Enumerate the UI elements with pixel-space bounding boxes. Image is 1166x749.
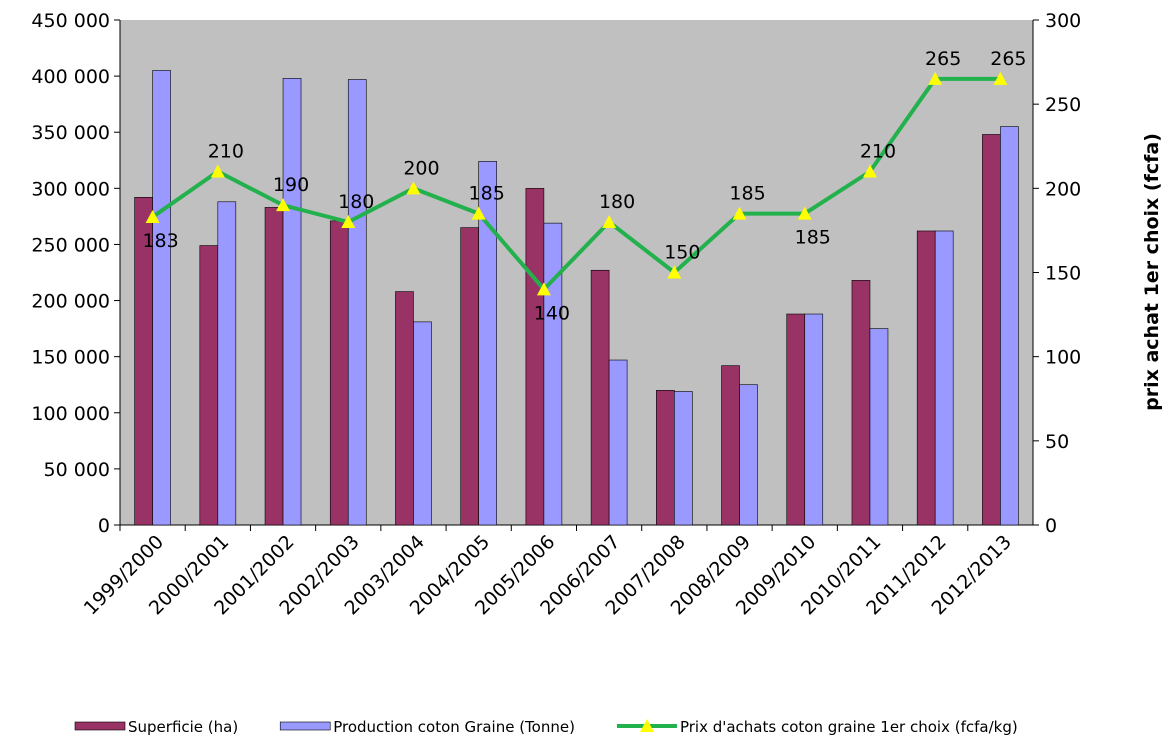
marker: [732, 206, 747, 220]
y-tick-label: 50 000: [44, 459, 110, 481]
y2-tick-label: 300: [1045, 10, 1081, 32]
data-label: 265: [990, 48, 1026, 70]
y-tick-label: 450 000: [31, 10, 110, 32]
bar: [152, 70, 171, 526]
y-tick-label: 200 000: [31, 291, 110, 313]
bar: [264, 207, 284, 526]
legend-label: Prix d'achats coton graine 1er choix (fc…: [680, 718, 1018, 736]
data-label: 210: [208, 141, 244, 163]
marker: [667, 265, 682, 279]
bar: [674, 391, 693, 526]
bar: [395, 291, 414, 526]
y-tick-label: 100 000: [31, 403, 110, 425]
y2-axis-title: prix achat 1er choix (fcfa): [1141, 133, 1163, 411]
bar: [199, 245, 219, 526]
data-label: 180: [338, 191, 374, 213]
bar: [804, 313, 824, 526]
data-label: 150: [664, 242, 700, 264]
marker: [602, 215, 617, 228]
marker: [797, 206, 812, 220]
y2-tick-label: 200: [1045, 178, 1081, 200]
bar: [590, 269, 610, 526]
legend-label: Superficie (ha): [128, 718, 238, 736]
bar: [934, 230, 954, 526]
bar: [786, 313, 806, 526]
bar: [413, 321, 432, 526]
legend-marker: [639, 719, 654, 732]
y-tick-label: 0: [98, 515, 110, 537]
marker: [862, 164, 877, 178]
legend-swatch: [279, 721, 331, 731]
marker: [341, 215, 356, 228]
data-label: 185: [795, 227, 831, 249]
data-label: 185: [729, 183, 765, 205]
marker: [406, 181, 421, 195]
data-label: 200: [403, 157, 439, 179]
y2-tick-label: 100: [1045, 347, 1081, 369]
bar: [656, 390, 675, 526]
marker: [471, 206, 486, 220]
y-tick-label: 400 000: [31, 66, 110, 88]
data-label: 185: [469, 183, 505, 205]
data-label: 210: [860, 141, 896, 163]
y-tick-label: 300 000: [31, 178, 110, 200]
bar: [851, 280, 871, 526]
data-label: 180: [599, 191, 635, 213]
plot-area: [120, 20, 1033, 525]
y2-tick-label: 250: [1045, 94, 1081, 116]
y2-tick-label: 150: [1045, 263, 1081, 285]
y2-tick-label: 50: [1045, 431, 1069, 453]
bar: [1000, 126, 1019, 526]
bar: [525, 188, 545, 526]
bar: [608, 359, 628, 526]
y-tick-label: 150 000: [31, 347, 110, 369]
bar: [217, 201, 237, 526]
bar: [869, 328, 889, 526]
legend-label: Production coton Graine (Tonne): [333, 718, 575, 736]
data-label: 190: [273, 174, 309, 196]
y2-tick-label: 0: [1045, 515, 1057, 537]
bar: [329, 220, 349, 526]
y-tick-label: 350 000: [31, 122, 110, 144]
marker: [145, 209, 160, 223]
marker: [928, 71, 943, 85]
marker: [210, 164, 225, 178]
bar: [982, 134, 1001, 526]
bar: [721, 365, 740, 526]
bar: [460, 227, 479, 526]
bar: [478, 161, 497, 526]
bar: [347, 79, 367, 526]
data-label: 265: [925, 48, 961, 70]
y-tick-label: 250 000: [31, 234, 110, 256]
bar: [916, 230, 936, 526]
bar: [282, 78, 302, 526]
data-label: 183: [142, 230, 178, 252]
bar: [543, 222, 563, 526]
marker: [276, 198, 291, 212]
line: [151, 76, 1001, 293]
marker: [993, 71, 1008, 85]
legend-swatch: [74, 721, 126, 731]
bar: [739, 384, 758, 526]
marker: [536, 282, 551, 296]
data-label: 140: [534, 302, 570, 324]
